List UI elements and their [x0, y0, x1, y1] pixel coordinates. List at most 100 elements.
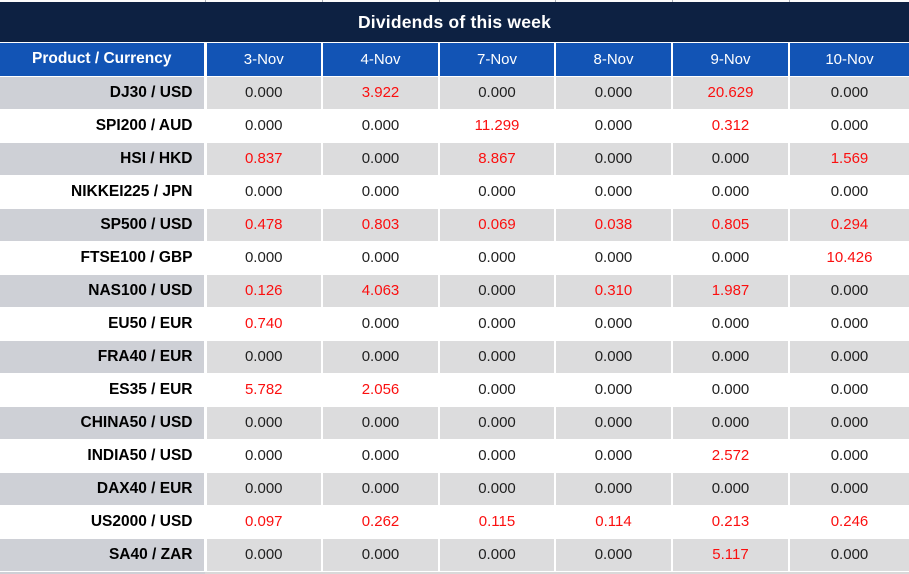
dividend-value-cell: 0.312: [671, 109, 789, 143]
product-currency-cell: NIKKEI225 / JPN: [0, 175, 205, 209]
dividend-value-cell: 0.038: [554, 208, 672, 242]
table-row: ES35 / EUR 5.782 2.056 0.000 0.000 0.000 0.000: [0, 373, 909, 407]
cropped-row-edge: [0, 0, 909, 2]
dividend-value-cell: 0.000: [671, 340, 789, 374]
dividend-value-cell: 0.000: [671, 472, 789, 506]
dividend-value-cell: 0.000: [788, 472, 909, 506]
column-header-10-nov: 10-Nov: [788, 43, 909, 77]
table-row: HSI / HKD 0.837 0.000 8.867 0.000 0.000 1.569: [0, 142, 909, 176]
dividend-value-cell: 0.000: [203, 439, 322, 473]
dividend-value-cell: 0.000: [554, 373, 672, 407]
dividend-value-cell: 0.294: [788, 208, 909, 242]
dividend-value-cell: 0.000: [788, 109, 909, 143]
dividend-value-cell: 0.803: [321, 208, 439, 242]
dividend-value-cell: 0.000: [321, 109, 439, 143]
product-currency-cell: INDIA50 / USD: [0, 439, 205, 473]
dividend-value-cell: 1.569: [788, 142, 909, 176]
header-row: Product / Currency 3-Nov 4-Nov 7-Nov 8-Nov 9…: [0, 43, 909, 77]
table-row: SA40 / ZAR 0.000 0.000 0.000 0.000 5.117 0.000: [0, 538, 909, 572]
table-row: INDIA50 / USD 0.000 0.000 0.000 0.000 2.572 0.…: [0, 439, 909, 473]
product-currency-cell: DJ30 / USD: [0, 76, 205, 110]
cropped-bottom-row-edge: [0, 571, 909, 574]
table-row: EU50 / EUR 0.740 0.000 0.000 0.000 0.000 0.000: [0, 307, 909, 341]
dividend-value-cell: 0.000: [438, 439, 555, 473]
dividend-value-cell: 0.000: [788, 76, 909, 110]
column-header-8-nov: 8-Nov: [554, 43, 672, 77]
dividend-value-cell: 0.000: [788, 340, 909, 374]
column-header-7-nov: 7-Nov: [438, 43, 555, 77]
dividend-value-cell: 10.426: [788, 241, 909, 275]
dividend-value-cell: 0.000: [671, 373, 789, 407]
product-currency-cell: DAX40 / EUR: [0, 472, 205, 506]
dividend-value-cell: 8.867: [438, 142, 555, 176]
dividend-value-cell: 3.922: [321, 76, 439, 110]
dividend-value-cell: 0.000: [554, 241, 672, 275]
dividend-value-cell: 0.000: [554, 439, 672, 473]
dividend-value-cell: 0.000: [438, 241, 555, 275]
table-row: NAS100 / USD 0.126 4.063 0.000 0.310 1.987 0.0…: [0, 274, 909, 308]
dividend-value-cell: 0.000: [554, 109, 672, 143]
dividend-value-cell: 0.000: [438, 340, 555, 374]
dividend-value-cell: 0.126: [203, 274, 322, 308]
column-header-9-nov: 9-Nov: [671, 43, 789, 77]
product-currency-cell: HSI / HKD: [0, 142, 205, 176]
table-row: NIKKEI225 / JPN 0.000 0.000 0.000 0.000 0.000…: [0, 175, 909, 209]
dividend-value-cell: 0.000: [203, 241, 322, 275]
dividend-value-cell: 0.000: [554, 76, 672, 110]
dividend-value-cell: 2.056: [321, 373, 439, 407]
table-title: Dividends of this week: [357, 11, 552, 32]
dividend-value-cell: 0.000: [203, 109, 322, 143]
product-currency-cell: NAS100 / USD: [0, 274, 205, 308]
dividend-value-cell: 0.000: [554, 406, 672, 440]
dividend-value-cell: 0.000: [203, 472, 322, 506]
dividend-value-cell: 0.000: [438, 373, 555, 407]
dividend-value-cell: 0.000: [438, 76, 555, 110]
dividend-value-cell: 0.000: [554, 142, 672, 176]
dividend-value-cell: 0.310: [554, 274, 672, 308]
dividend-value-cell: 0.000: [321, 340, 439, 374]
table-row: FRA40 / EUR 0.000 0.000 0.000 0.000 0.000 0.00…: [0, 340, 909, 374]
table-row: FTSE100 / GBP 0.000 0.000 0.000 0.000 0.000 10…: [0, 241, 909, 275]
dividend-value-cell: 0.246: [788, 505, 909, 539]
dividend-value-cell: 0.114: [554, 505, 672, 539]
dividend-value-cell: 2.572: [671, 439, 789, 473]
dividend-value-cell: 0.000: [788, 406, 909, 440]
dividend-value-cell: 0.000: [554, 538, 672, 572]
dividend-value-cell: 0.213: [671, 505, 789, 539]
dividend-value-cell: 0.740: [203, 307, 322, 341]
dividend-value-cell: 0.000: [321, 472, 439, 506]
dividends-table: Product / Currency 3-Nov 4-Nov 7-Nov 8-Nov 9…: [0, 43, 909, 572]
dividend-value-cell: 0.000: [321, 142, 439, 176]
dividend-value-cell: 0.000: [554, 340, 672, 374]
dividend-value-cell: 0.000: [788, 373, 909, 407]
product-currency-cell: SA40 / ZAR: [0, 538, 205, 572]
table-row: DAX40 / EUR 0.000 0.000 0.000 0.000 0.000 0.00…: [0, 472, 909, 506]
product-currency-cell: SP500 / USD: [0, 208, 205, 242]
product-currency-cell: FRA40 / EUR: [0, 340, 205, 374]
dividend-value-cell: 11.299: [438, 109, 555, 143]
dividend-value-cell: 0.000: [438, 538, 555, 572]
dividend-value-cell: 0.000: [671, 307, 789, 341]
dividend-value-cell: 0.000: [788, 307, 909, 341]
column-header-4-nov: 4-Nov: [321, 43, 439, 77]
dividend-value-cell: 0.000: [554, 307, 672, 341]
dividend-value-cell: 0.000: [438, 472, 555, 506]
dividend-value-cell: 0.262: [321, 505, 439, 539]
dividend-value-cell: 0.000: [203, 406, 322, 440]
product-currency-cell: CHINA50 / USD: [0, 406, 205, 440]
dividend-value-cell: 0.000: [438, 406, 555, 440]
table-row: SPI200 / AUD 0.000 0.000 11.299 0.000 0.312 0.…: [0, 109, 909, 143]
dividend-value-cell: 0.000: [788, 538, 909, 572]
dividend-value-cell: 0.000: [554, 175, 672, 209]
dividend-value-cell: 0.000: [671, 406, 789, 440]
dividend-value-cell: 0.000: [671, 142, 789, 176]
product-currency-cell: SPI200 / AUD: [0, 109, 205, 143]
table-row: US2000 / USD 0.097 0.262 0.115 0.114 0.213 0.2…: [0, 505, 909, 539]
dividend-value-cell: 0.000: [788, 274, 909, 308]
dividend-value-cell: 0.000: [788, 439, 909, 473]
dividend-value-cell: 0.000: [321, 439, 439, 473]
dividend-value-cell: 5.782: [203, 373, 322, 407]
dividend-value-cell: 0.478: [203, 208, 322, 242]
dividend-value-cell: 5.117: [671, 538, 789, 572]
table-row: SP500 / USD 0.478 0.803 0.069 0.038 0.805 0.29…: [0, 208, 909, 242]
